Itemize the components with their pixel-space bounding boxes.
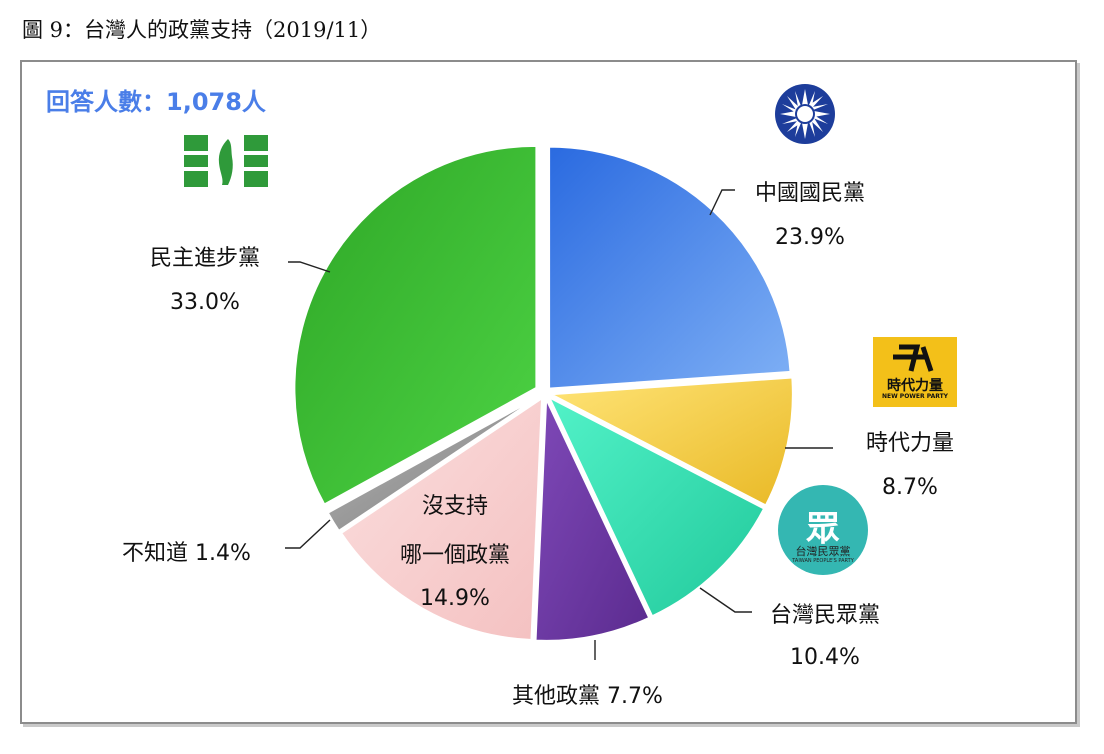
leader-line-dpp (288, 261, 331, 273)
pie-slice-unknown (326, 395, 541, 533)
dpp-flag-icon (184, 135, 268, 187)
label-none-pct: 14.9% (420, 586, 490, 611)
pie-slice-other (534, 398, 651, 642)
respondent-count: 回答人數：1,078人 (46, 88, 266, 116)
pie-slice-npp (547, 376, 794, 507)
npp-mark-icon (893, 344, 934, 372)
pie-slice-dpp (293, 144, 538, 506)
label-none-line1: 沒支持 (421, 494, 488, 519)
npp-logo-subtext: NEW POWER PARTY (881, 393, 949, 400)
npp-logo-text: 時代力量 (887, 378, 943, 394)
tpp-logo: 眾 台灣民眾黨 TAIWAN PEOPLE'S PARTY (778, 485, 868, 575)
label-none-line2: 哪一個政黨 (399, 543, 510, 568)
label-unknown: 不知道 1.4% (122, 541, 251, 566)
label-dpp-pct: 33.0% (170, 290, 240, 315)
tpp-mark-icon: 眾 (806, 509, 840, 549)
pie-slice-tpp (547, 395, 766, 618)
leader-line-tpp (699, 587, 752, 613)
label-dpp-name: 民主進步黨 (149, 246, 260, 271)
tpp-logo-text: 台灣民眾黨 (795, 545, 851, 558)
npp-logo: 時代力量 NEW POWER PARTY (873, 337, 957, 407)
label-npp-name: 時代力量 (865, 431, 954, 456)
label-kmt-pct: 23.9% (775, 225, 845, 250)
label-tpp-name: 台灣民眾黨 (769, 603, 880, 628)
kmt-sun-emblem-icon (775, 84, 835, 144)
tpp-logo-subtext: TAIWAN PEOPLE'S PARTY (792, 558, 854, 564)
pie-slice-none (339, 396, 544, 642)
label-other: 其他政黨 7.7% (512, 684, 663, 709)
leader-line-kmt (709, 189, 735, 216)
pie-slice-kmt (548, 145, 792, 390)
label-kmt-name: 中國國民黨 (754, 181, 865, 206)
page-title: 圖 9：台灣人的政黨支持（2019/11） (22, 18, 382, 42)
label-tpp-pct: 10.4% (790, 645, 860, 670)
leader-line-unknown (285, 519, 331, 549)
label-npp-pct: 8.7% (882, 475, 938, 500)
